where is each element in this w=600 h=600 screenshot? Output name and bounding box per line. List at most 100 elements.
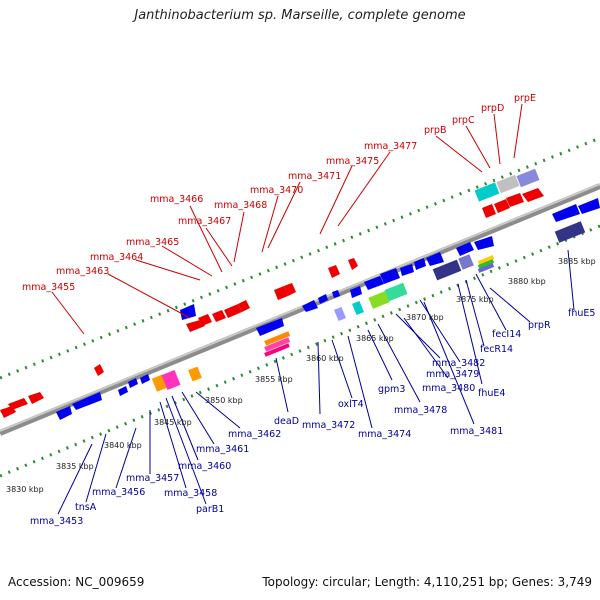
label-tnsA[interactable]: tnsA [75, 502, 97, 513]
label-mma_3481[interactable]: mma_3481 [450, 426, 503, 437]
gene-mma_3464-shape[interactable] [198, 314, 212, 326]
label-mma_3456[interactable]: mma_3456 [92, 487, 145, 498]
gene-mma_3470-shape[interactable] [284, 283, 296, 296]
gene-mma_3465-shape[interactable] [212, 310, 226, 322]
label-mma_3462[interactable]: mma_3462 [228, 429, 281, 440]
kbp-label-3865: 3865 kbp [356, 334, 394, 343]
label-mma_3468[interactable]: mma_3468 [214, 200, 267, 211]
gene-mma_3457b-shape[interactable] [118, 386, 128, 396]
label-mma_3460[interactable]: mma_3460 [178, 461, 231, 472]
gene-mma_3458b-shape[interactable] [128, 378, 138, 388]
label-mma_3455[interactable]: mma_3455 [22, 282, 75, 293]
block-fecR14-3[interactable] [477, 263, 495, 273]
label-mma_3478[interactable]: mma_3478 [394, 405, 447, 416]
label-mma_3474[interactable]: mma_3474 [358, 429, 411, 440]
forward-gene-labels: mma_3455 mma_3463 mma_3464 mma_3465 mma_… [22, 93, 536, 293]
gene-prpC-shape[interactable] [494, 199, 510, 213]
block-deaD-1[interactable] [264, 331, 291, 346]
block-mma_3461[interactable] [161, 369, 181, 391]
label-prpE[interactable]: prpE [514, 93, 536, 104]
gene-oxlT4-shape[interactable] [332, 290, 340, 298]
label-gpm3[interactable]: gpm3 [378, 384, 405, 395]
block-deaD-2[interactable] [264, 337, 291, 352]
reverse-gene-labels: mma_3453 tnsA mma_3456 mma_3457 mma_3458… [30, 308, 595, 527]
label-mma_3475[interactable]: mma_3475 [326, 156, 379, 167]
gene-mma_3475-shape[interactable] [328, 265, 340, 278]
gene-mma_3478-shape[interactable] [364, 276, 384, 290]
label-mma_3453[interactable]: mma_3453 [30, 516, 83, 527]
label-mma_3465[interactable]: mma_3465 [126, 237, 179, 248]
kbp-label-3830: 3830 kbp [6, 485, 44, 494]
label-mma_3464[interactable]: mma_3464 [90, 252, 143, 263]
block-prpB[interactable] [474, 182, 500, 202]
gene-mma_3456-shape[interactable] [28, 392, 44, 404]
label-mma_3457[interactable]: mma_3457 [126, 473, 179, 484]
label-mma_3467[interactable]: mma_3467 [178, 216, 231, 227]
block-gpm3-1[interactable] [368, 291, 390, 309]
gene-mma_3463-shape[interactable] [186, 320, 205, 332]
label-prpC[interactable]: prpC [452, 115, 475, 126]
gene-mma_3482-shape[interactable] [426, 252, 444, 266]
block-fecR14-2[interactable] [477, 259, 495, 269]
kbp-label-3850: 3850 kbp [205, 396, 243, 405]
gene-mma_3460b-shape[interactable] [140, 374, 150, 384]
label-mma_3470[interactable]: mma_3470 [250, 185, 303, 196]
label-mma_3463[interactable]: mma_3463 [56, 266, 109, 277]
gene-prpB-shape[interactable] [482, 204, 496, 218]
gene-mma_3456b-shape[interactable] [72, 392, 102, 410]
gene-mma_3461b-shape[interactable] [180, 304, 196, 320]
block-prpC[interactable] [496, 174, 520, 194]
label-prpD[interactable]: prpD [481, 103, 504, 114]
block-fecR14-1[interactable] [477, 255, 495, 265]
label-fecR14[interactable]: fecR14 [480, 344, 513, 355]
label-fhuE5[interactable]: fhuE5 [568, 308, 595, 319]
label-parB1[interactable]: parB1 [196, 504, 224, 515]
tick-rings [0, 136, 600, 478]
kbp-label-3870: 3870 kbp [406, 313, 444, 322]
block-gpm3-2[interactable] [384, 282, 408, 302]
label-mma_3461[interactable]: mma_3461 [196, 444, 249, 455]
gene-mma_3466-shape[interactable] [224, 304, 242, 318]
block-oxlT4[interactable] [334, 306, 346, 322]
gene-gpm3-shape[interactable] [350, 286, 362, 298]
gene-prpD-shape[interactable] [506, 193, 524, 207]
gene-mma_3455-shape[interactable] [8, 398, 28, 410]
gene-mma_3479-shape[interactable] [380, 268, 400, 284]
gene-mma_3474-shape[interactable] [318, 294, 328, 304]
block-mma_3482b[interactable] [458, 254, 474, 270]
gene-mma_3481-shape[interactable] [414, 258, 426, 270]
gene-fecR14-shape[interactable] [474, 236, 494, 250]
gene-mma_3472-shape[interactable] [302, 300, 318, 312]
label-mma_3458[interactable]: mma_3458 [164, 488, 217, 499]
label-oxlT4[interactable]: oxlT4 [338, 399, 364, 410]
block-fhuE5[interactable] [554, 221, 586, 243]
label-mma_3477[interactable]: mma_3477 [364, 141, 417, 152]
label-mma_3480[interactable]: mma_3480 [422, 383, 475, 394]
block-mma_3474[interactable] [352, 300, 364, 316]
gene-mma_3467-shape[interactable] [238, 300, 250, 312]
label-fhuE4[interactable]: fhuE4 [478, 388, 505, 399]
gene-mma_3480-shape[interactable] [400, 264, 414, 276]
gene-tnsA-shape[interactable] [56, 406, 72, 420]
block-mma_3462[interactable] [188, 366, 202, 382]
label-fecI14[interactable]: fecI14 [492, 329, 521, 340]
block-mma_3482[interactable] [432, 259, 462, 281]
gene-deaD-shape[interactable] [256, 318, 284, 336]
label-deaD[interactable]: deaD [274, 416, 299, 427]
label-prpB[interactable]: prpB [424, 125, 446, 136]
gene-fhuE5-shape[interactable] [552, 204, 580, 222]
label-mma_3482[interactable]: mma_3482 [432, 358, 485, 369]
gene-mma_3457-shape[interactable] [94, 364, 104, 376]
gene-mma_3468-shape[interactable] [274, 286, 288, 300]
label-prpR[interactable]: prpR [528, 320, 551, 331]
label-mma_3471[interactable]: mma_3471 [288, 171, 341, 182]
label-mma_3472[interactable]: mma_3472 [302, 420, 355, 431]
gene-prpE-shape[interactable] [522, 188, 544, 202]
gene-fhuE4-shape[interactable] [456, 242, 474, 256]
block-prpD[interactable] [516, 168, 540, 188]
block-deaD-3[interactable] [264, 343, 290, 357]
label-mma_3479[interactable]: mma_3479 [426, 369, 479, 380]
gene-mma_3477-shape[interactable] [348, 258, 358, 270]
label-mma_3466[interactable]: mma_3466 [150, 194, 203, 205]
gene-fhuE5b-shape[interactable] [578, 198, 600, 214]
